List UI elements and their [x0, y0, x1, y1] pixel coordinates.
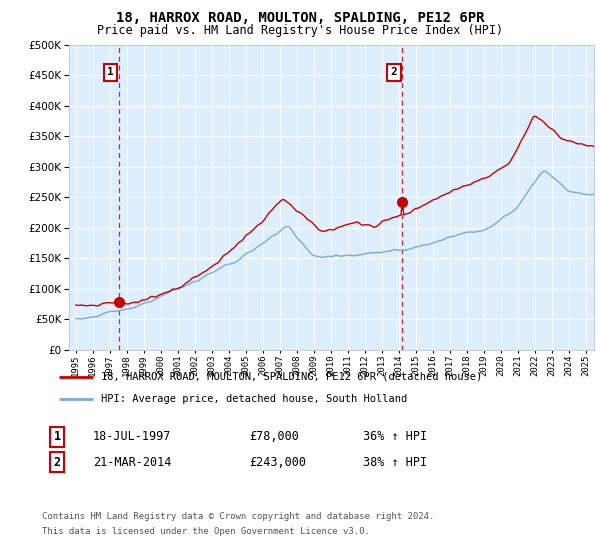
- Text: HPI: Average price, detached house, South Holland: HPI: Average price, detached house, Sout…: [101, 394, 407, 404]
- Text: 2: 2: [53, 455, 61, 469]
- Text: 18, HARROX ROAD, MOULTON, SPALDING, PE12 6PR (detached house): 18, HARROX ROAD, MOULTON, SPALDING, PE12…: [101, 372, 482, 382]
- Text: 1: 1: [107, 67, 114, 77]
- Text: Contains HM Land Registry data © Crown copyright and database right 2024.: Contains HM Land Registry data © Crown c…: [42, 512, 434, 521]
- Text: 1: 1: [53, 430, 61, 444]
- Text: Price paid vs. HM Land Registry's House Price Index (HPI): Price paid vs. HM Land Registry's House …: [97, 24, 503, 36]
- Text: £78,000: £78,000: [249, 430, 299, 444]
- Text: £243,000: £243,000: [249, 455, 306, 469]
- Text: 2: 2: [391, 67, 397, 77]
- Text: 18-JUL-1997: 18-JUL-1997: [93, 430, 172, 444]
- Text: 18, HARROX ROAD, MOULTON, SPALDING, PE12 6PR: 18, HARROX ROAD, MOULTON, SPALDING, PE12…: [116, 11, 484, 25]
- Text: 38% ↑ HPI: 38% ↑ HPI: [363, 455, 427, 469]
- Text: This data is licensed under the Open Government Licence v3.0.: This data is licensed under the Open Gov…: [42, 528, 370, 536]
- Text: 36% ↑ HPI: 36% ↑ HPI: [363, 430, 427, 444]
- Text: 21-MAR-2014: 21-MAR-2014: [93, 455, 172, 469]
